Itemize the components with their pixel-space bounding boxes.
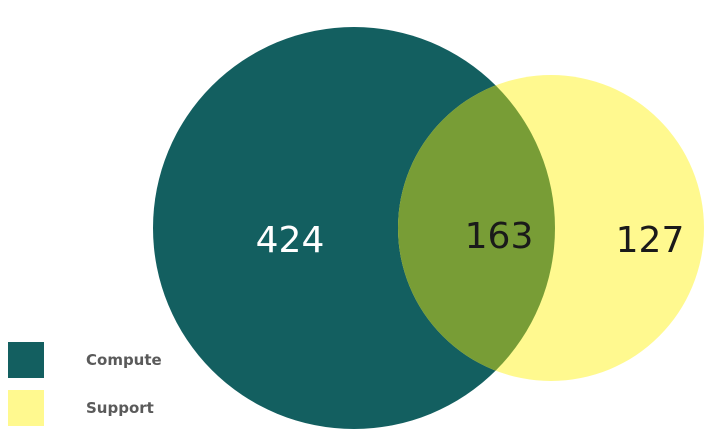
legend-swatch-compute — [8, 342, 44, 378]
legend-label-support: Support — [86, 399, 154, 417]
support-only-value: 127 — [616, 220, 685, 261]
intersection-value: 163 — [465, 216, 534, 257]
legend-label-compute: Compute — [86, 351, 162, 369]
legend-item-support: Support — [8, 390, 162, 426]
legend-swatch-support — [8, 390, 44, 426]
compute-only-value: 424 — [256, 220, 325, 261]
intersection-region — [398, 75, 555, 381]
legend: Compute Support — [8, 342, 162, 438]
legend-item-compute: Compute — [8, 342, 162, 378]
